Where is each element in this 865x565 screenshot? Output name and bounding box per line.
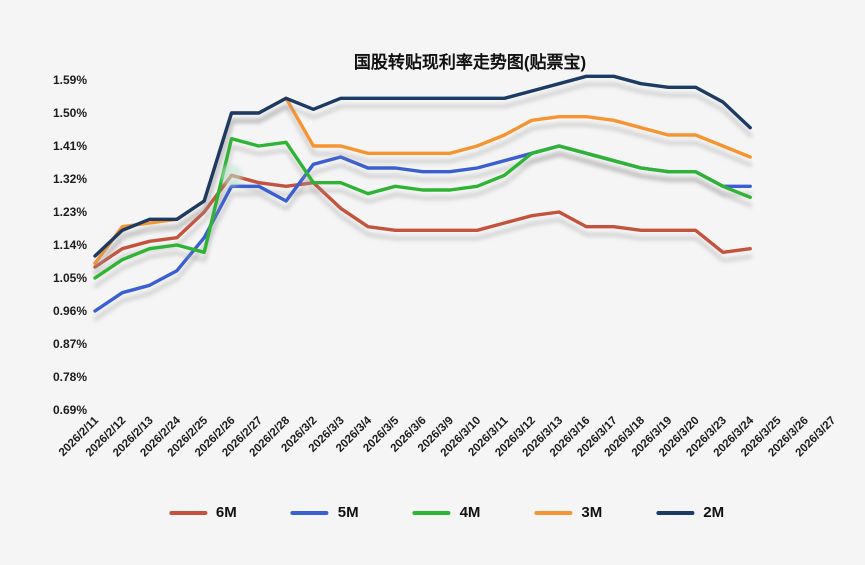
chart-legend: 6M 5M 4M 3M 2M — [168, 504, 724, 521]
series-line-3M — [93, 96, 752, 265]
y-tick-label: 1.41% — [53, 139, 87, 153]
legend-line-swatch-5M — [290, 510, 329, 515]
legend-line-swatch-6M — [168, 510, 207, 515]
chart-title: 国股转贴现利率走势图(贴票宝) — [354, 52, 586, 72]
y-axis-tick-labels: 1.59% 1.50% 1.41% 1.32% 1.23% 1.14% 1.05% 0.96%… — [53, 73, 87, 417]
highlight-dot — [220, 164, 243, 187]
y-tick-label: 1.32% — [53, 172, 87, 186]
legend-item-6M: 6M — [168, 504, 237, 521]
y-tick-label: 1.50% — [53, 106, 87, 120]
x-axis-tick-labels: 2026/2/112026/2/122026/2/132026/2/242026… — [57, 414, 838, 459]
series-line-4M — [93, 136, 752, 280]
y-tick-label: 1.23% — [53, 205, 87, 219]
legend-line-swatch-3M — [534, 510, 573, 515]
axes — [92, 75, 838, 411]
legend-line-swatch-2M — [656, 510, 695, 515]
legend-item-4M: 4M — [412, 504, 481, 521]
series-line-6M — [93, 173, 752, 269]
y-tick-label: 0.87% — [53, 337, 87, 351]
legend-label: 4M — [459, 504, 481, 521]
legend-label: 3M — [581, 504, 603, 521]
legend-item-5M: 5M — [290, 504, 359, 521]
legend-label: 5M — [337, 504, 359, 521]
legend-item-2M: 2M — [656, 504, 724, 521]
series-line-2M — [93, 74, 752, 258]
highlight-annotation — [220, 164, 243, 187]
y-tick-label: 0.78% — [53, 370, 87, 384]
legend-label: 6M — [215, 504, 237, 521]
legend-label: 2M — [703, 504, 725, 521]
y-tick-label: 0.96% — [53, 304, 87, 318]
legend-line-swatch-4M — [412, 510, 451, 515]
series-lines — [93, 74, 752, 313]
legend-item-3M: 3M — [534, 504, 602, 521]
y-tick-label: 0.69% — [53, 403, 87, 417]
y-tick-label: 1.05% — [53, 271, 87, 285]
y-tick-label: 1.59% — [53, 73, 87, 87]
y-tick-label: 1.14% — [53, 238, 87, 252]
